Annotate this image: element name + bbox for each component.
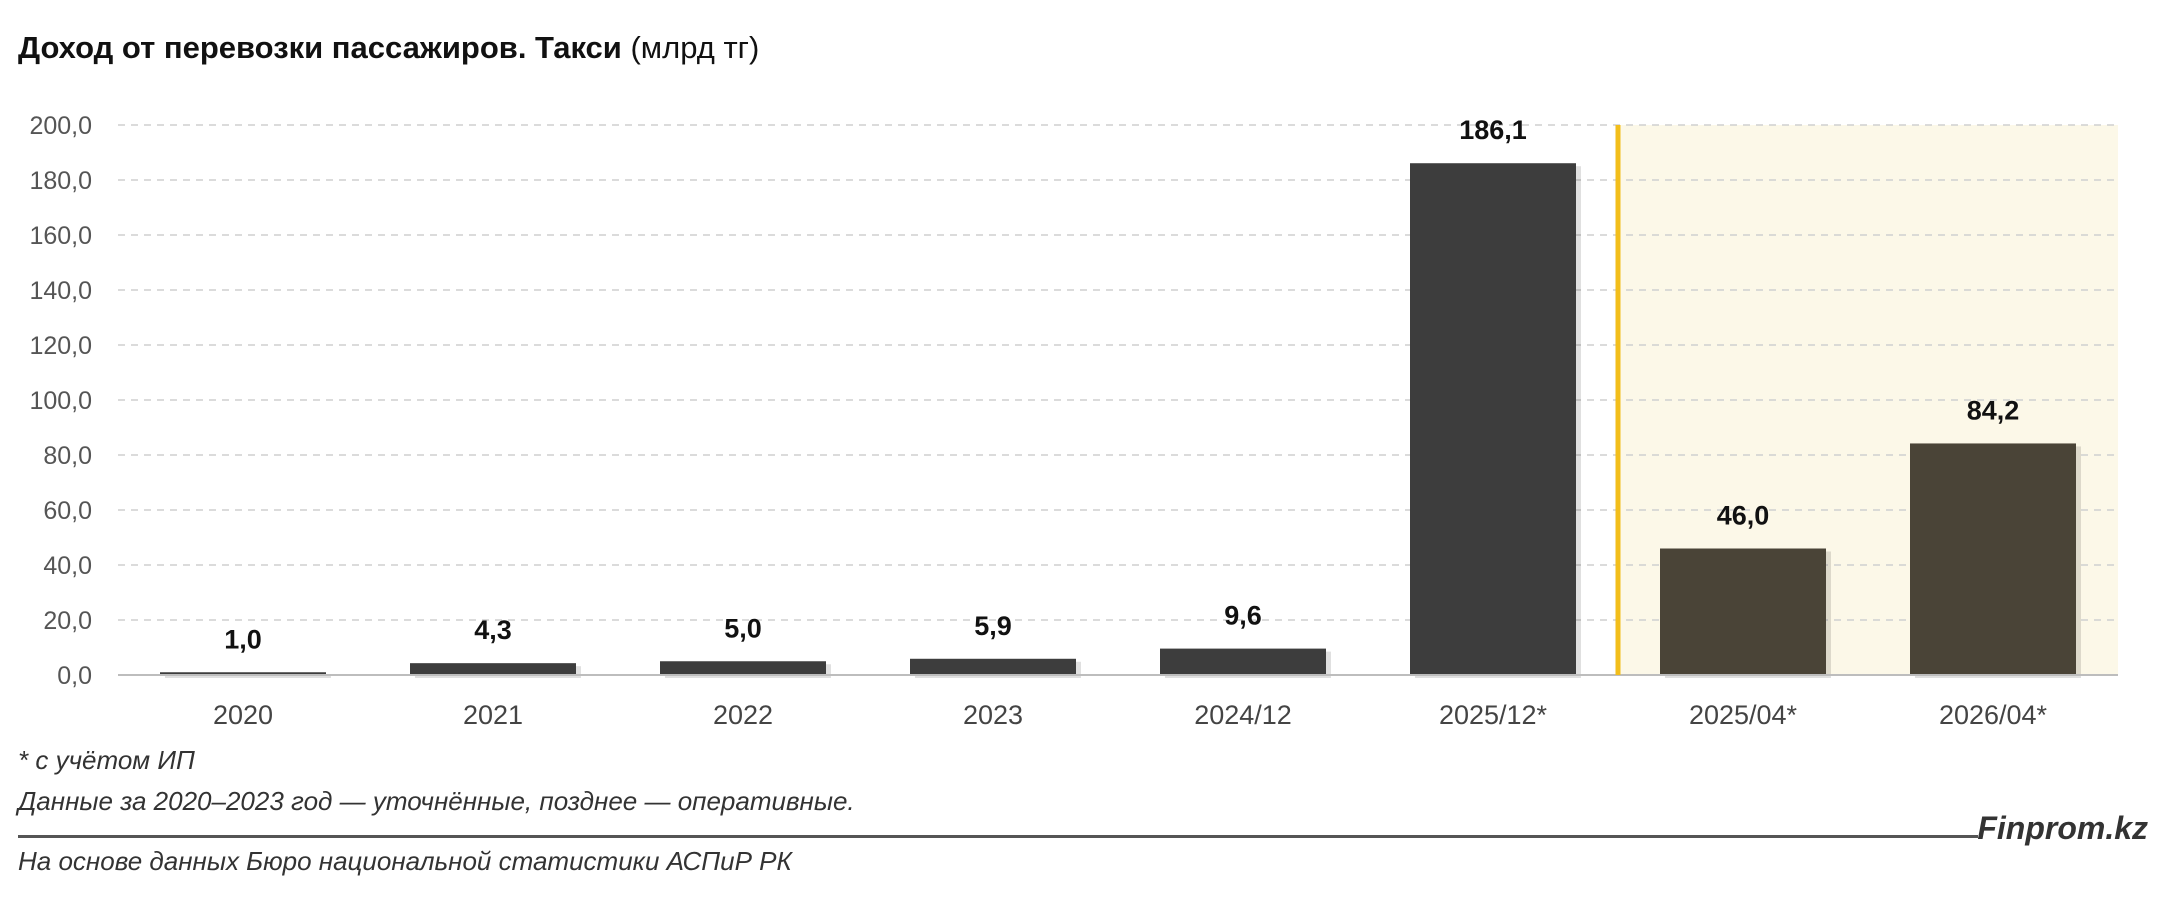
bar	[1910, 443, 2076, 675]
x-tick-label: 2025/12*	[1439, 700, 1548, 730]
bar	[910, 658, 1076, 675]
data-label: 84,2	[1967, 395, 2020, 425]
chart-title: Доход от перевозки пассажиров. Такси (мл…	[18, 30, 759, 66]
chart-title-main: Доход от перевозки пассажиров. Такси	[18, 30, 622, 65]
source-note: На основе данных Бюро национальной стати…	[18, 846, 792, 876]
y-tick-label: 180,0	[29, 167, 92, 195]
y-tick-label: 20,0	[43, 607, 92, 635]
x-tick-label: 2026/04*	[1939, 700, 2048, 730]
brand-logo-text: Finprom.kz	[1977, 810, 2148, 846]
data-label: 9,6	[1224, 601, 1262, 631]
x-tick-label: 2025/04*	[1689, 700, 1798, 730]
bar	[1160, 648, 1326, 675]
data-label: 46,0	[1717, 501, 1770, 531]
bar-chart: 0,0 20,0 40,0 60,0 80,0 100,0 120,0 140,0 160,0 1…	[29, 112, 2118, 730]
bar	[660, 661, 826, 675]
y-tick-label: 40,0	[43, 552, 92, 580]
data-label: 5,9	[974, 611, 1012, 641]
bar	[410, 663, 576, 675]
x-tick-label: 2020	[213, 700, 273, 730]
y-tick-label: 0,0	[57, 662, 92, 690]
data-label: 4,3	[474, 615, 512, 645]
data-label: 1,0	[224, 624, 262, 654]
y-tick-label: 140,0	[29, 277, 92, 305]
bar	[160, 672, 326, 675]
footnote: * с учётом ИП	[18, 745, 195, 775]
y-tick-label: 160,0	[29, 222, 92, 250]
x-tick-label: 2023	[963, 700, 1023, 730]
y-tick-label: 60,0	[43, 497, 92, 525]
x-tick-label: 2021	[463, 700, 523, 730]
y-tick-label: 200,0	[29, 112, 92, 140]
data-label: 186,1	[1459, 115, 1527, 145]
bar	[1410, 163, 1576, 675]
y-tick-label: 120,0	[29, 332, 92, 360]
x-tick-label: 2024/12	[1194, 700, 1292, 730]
divider-line	[18, 835, 1978, 838]
bar	[1660, 548, 1826, 675]
x-tick-label: 2022	[713, 700, 773, 730]
data-label: 5,0	[724, 613, 762, 643]
y-tick-label: 100,0	[29, 387, 92, 415]
y-tick-label: 80,0	[43, 442, 92, 470]
bar-shadow	[165, 675, 331, 678]
data-note: Данные за 2020–2023 год — уточнённые, по…	[18, 786, 855, 816]
chart-title-unit: (млрд тг)	[630, 30, 760, 65]
